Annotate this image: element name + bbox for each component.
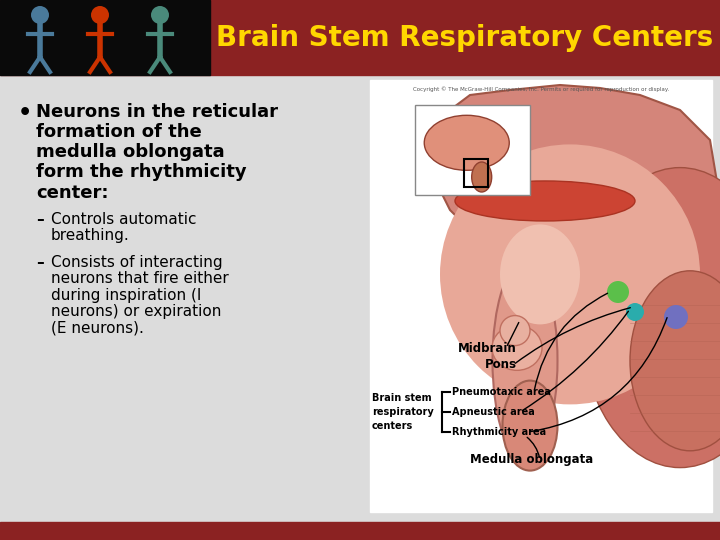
Text: form the rhythmicity: form the rhythmicity: [36, 164, 247, 181]
Ellipse shape: [424, 116, 509, 170]
Text: Pons: Pons: [485, 359, 517, 372]
Text: Midbrain: Midbrain: [458, 341, 517, 354]
Bar: [0, 0, 720, 75]
Polygon shape: [425, 85, 720, 320]
Text: breathing.: breathing.: [51, 228, 130, 243]
Circle shape: [626, 303, 644, 321]
Text: Controls automatic: Controls automatic: [51, 212, 197, 227]
Bar: [464, 159, 488, 187]
Ellipse shape: [492, 325, 542, 370]
Bar: [370, 80, 712, 512]
Ellipse shape: [440, 144, 700, 404]
Ellipse shape: [455, 181, 635, 221]
Text: medulla oblongata: medulla oblongata: [36, 143, 225, 161]
Circle shape: [500, 315, 530, 346]
Text: –: –: [36, 255, 44, 270]
Ellipse shape: [630, 271, 720, 451]
Circle shape: [91, 6, 109, 24]
Bar: [0, 75, 720, 522]
Bar: [0, 0, 210, 75]
Circle shape: [31, 6, 49, 24]
Text: neurons that fire either: neurons that fire either: [51, 271, 229, 286]
Text: center:: center:: [36, 184, 109, 201]
Text: Consists of interacting: Consists of interacting: [51, 255, 222, 270]
Text: formation of the: formation of the: [36, 123, 202, 141]
Text: Rhythmicity area: Rhythmicity area: [452, 427, 546, 437]
Text: Neurons in the reticular: Neurons in the reticular: [36, 103, 278, 121]
Circle shape: [151, 6, 169, 24]
Circle shape: [607, 281, 629, 303]
Text: –: –: [36, 212, 44, 227]
Text: Brain Stem Respiratory Centers: Brain Stem Respiratory Centers: [217, 24, 714, 51]
Bar: [0, 522, 720, 540]
Text: Pneumotaxic area: Pneumotaxic area: [452, 387, 551, 397]
Ellipse shape: [580, 167, 720, 468]
Text: (E neurons).: (E neurons).: [51, 321, 144, 336]
Text: during inspiration (I: during inspiration (I: [51, 288, 202, 303]
Text: Cocyright © The McGraw-Hill Companies, Inc. Permits or required for reproduction: Cocyright © The McGraw-Hill Companies, I…: [413, 86, 669, 92]
Ellipse shape: [503, 381, 557, 470]
Text: •: •: [18, 103, 32, 123]
Bar: [415, 105, 530, 195]
Text: Apneustic area: Apneustic area: [452, 407, 535, 417]
Text: Brain stem
respiratory
centers: Brain stem respiratory centers: [372, 393, 433, 431]
Ellipse shape: [492, 261, 557, 461]
Ellipse shape: [472, 162, 492, 192]
Text: Medulla oblongata: Medulla oblongata: [470, 454, 593, 467]
Text: neurons) or expiration: neurons) or expiration: [51, 304, 221, 319]
Ellipse shape: [500, 225, 580, 325]
Circle shape: [664, 305, 688, 329]
